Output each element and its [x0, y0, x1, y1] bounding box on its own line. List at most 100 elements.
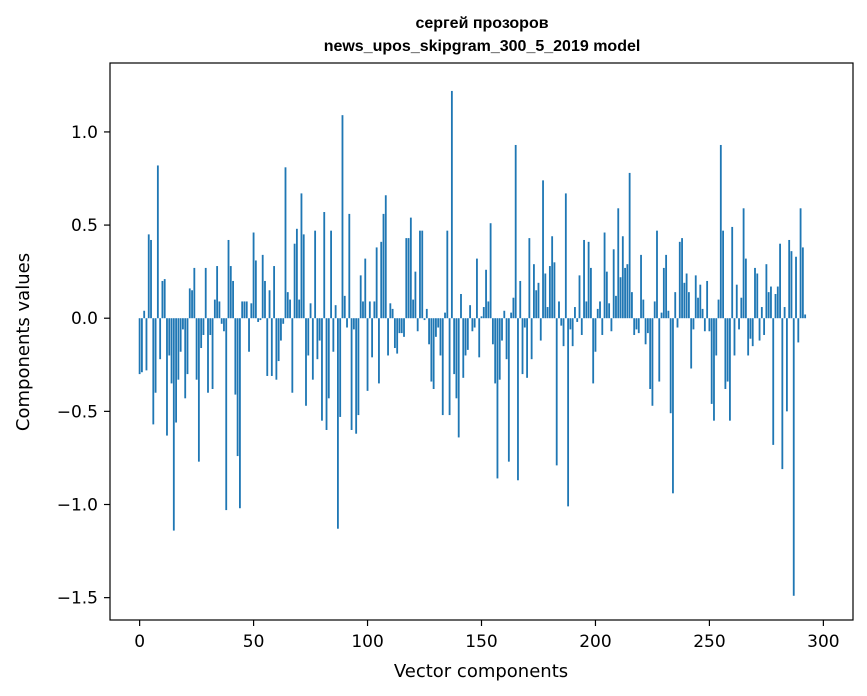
bar-193 — [578, 275, 581, 319]
bar-75 — [309, 303, 312, 319]
bar-202 — [599, 301, 601, 319]
bar-198 — [589, 267, 592, 319]
bar-42 — [234, 318, 237, 395]
bar-157 — [496, 318, 499, 479]
plot-frame — [109, 62, 854, 621]
bar-26 — [197, 318, 200, 462]
bar-237 — [678, 241, 681, 319]
bar-series — [138, 90, 807, 596]
bar-35 — [218, 301, 221, 319]
bar-107 — [382, 213, 385, 319]
bar-78 — [316, 318, 319, 360]
bar-59 — [273, 266, 276, 319]
bar-115 — [400, 318, 403, 334]
bar-13 — [168, 318, 171, 356]
bar-264 — [740, 297, 743, 319]
bar-32 — [211, 318, 214, 389]
bar-154 — [489, 223, 492, 319]
x-tick-label-50: 50 — [243, 632, 265, 652]
bar-144 — [466, 318, 469, 350]
bar-66 — [289, 299, 291, 319]
bar-132 — [439, 318, 442, 356]
bar-27 — [200, 318, 203, 349]
bar-197 — [587, 241, 590, 319]
bar-105 — [378, 318, 380, 384]
bar-46 — [243, 301, 246, 319]
bar-191 — [574, 307, 576, 319]
bar-269 — [751, 318, 754, 347]
bar-84 — [330, 230, 332, 319]
bar-22 — [188, 288, 191, 319]
bar-79 — [318, 318, 321, 341]
x-tick-label-200: 200 — [579, 632, 611, 652]
bar-113 — [396, 318, 399, 354]
bar-206 — [608, 303, 611, 319]
bar-142 — [462, 318, 465, 378]
bar-277 — [770, 286, 772, 319]
bar-271 — [756, 273, 759, 319]
bar-175 — [537, 282, 540, 319]
bar-178 — [544, 273, 547, 319]
bar-185 — [560, 318, 563, 326]
bar-173 — [533, 264, 535, 319]
bar-158 — [498, 318, 501, 380]
bar-273 — [760, 307, 763, 319]
bar-77 — [314, 230, 317, 319]
bar-112 — [393, 318, 396, 349]
y-tick-label-5: 1.0 — [71, 123, 98, 143]
bar-90 — [343, 295, 346, 319]
bar-74 — [307, 318, 310, 356]
x-tick-label-300: 300 — [807, 632, 839, 652]
bar-201 — [596, 308, 599, 319]
bar-200 — [594, 318, 597, 352]
bar-274 — [763, 318, 766, 335]
bar-19 — [182, 318, 184, 330]
x-axis-label: Vector components — [394, 661, 568, 682]
bar-119 — [409, 217, 412, 319]
bar-267 — [747, 318, 750, 356]
bar-284 — [785, 318, 788, 412]
bar-152 — [485, 269, 487, 319]
bar-179 — [546, 307, 549, 319]
x-tick-label-250: 250 — [693, 632, 725, 652]
bar-82 — [325, 318, 328, 430]
bar-37 — [223, 318, 225, 332]
bar-213 — [624, 267, 626, 319]
bar-211 — [619, 277, 622, 319]
bar-253 — [715, 318, 718, 356]
bar-249 — [706, 280, 709, 319]
bar-110 — [389, 303, 392, 319]
bar-53 — [259, 318, 262, 321]
bar-8 — [156, 165, 159, 319]
bar-104 — [375, 247, 378, 319]
bar-127 — [428, 318, 430, 345]
bar-60 — [275, 318, 278, 380]
bar-121 — [414, 271, 417, 319]
bar-67 — [291, 318, 294, 393]
bar-95 — [355, 318, 358, 434]
bar-7 — [154, 318, 157, 393]
bar-167 — [519, 280, 522, 319]
bar-259 — [729, 318, 731, 421]
bar-187 — [564, 193, 567, 319]
bar-49 — [250, 303, 253, 319]
bar-138 — [453, 318, 456, 375]
bar-265 — [742, 208, 745, 319]
bar-17 — [177, 318, 180, 380]
bar-212 — [621, 236, 624, 319]
bar-231 — [665, 254, 668, 319]
bar-285 — [788, 239, 791, 319]
bar-209 — [615, 295, 617, 319]
bar-162 — [507, 318, 510, 462]
bar-229 — [660, 312, 663, 319]
bar-14 — [170, 318, 173, 384]
bar-254 — [717, 299, 720, 319]
bar-71 — [300, 193, 303, 319]
bar-101 — [368, 301, 371, 319]
bar-177 — [542, 180, 544, 319]
bar-146 — [471, 318, 474, 332]
bar-203 — [601, 318, 604, 335]
bar-182 — [553, 262, 556, 319]
bar-235 — [674, 292, 677, 319]
